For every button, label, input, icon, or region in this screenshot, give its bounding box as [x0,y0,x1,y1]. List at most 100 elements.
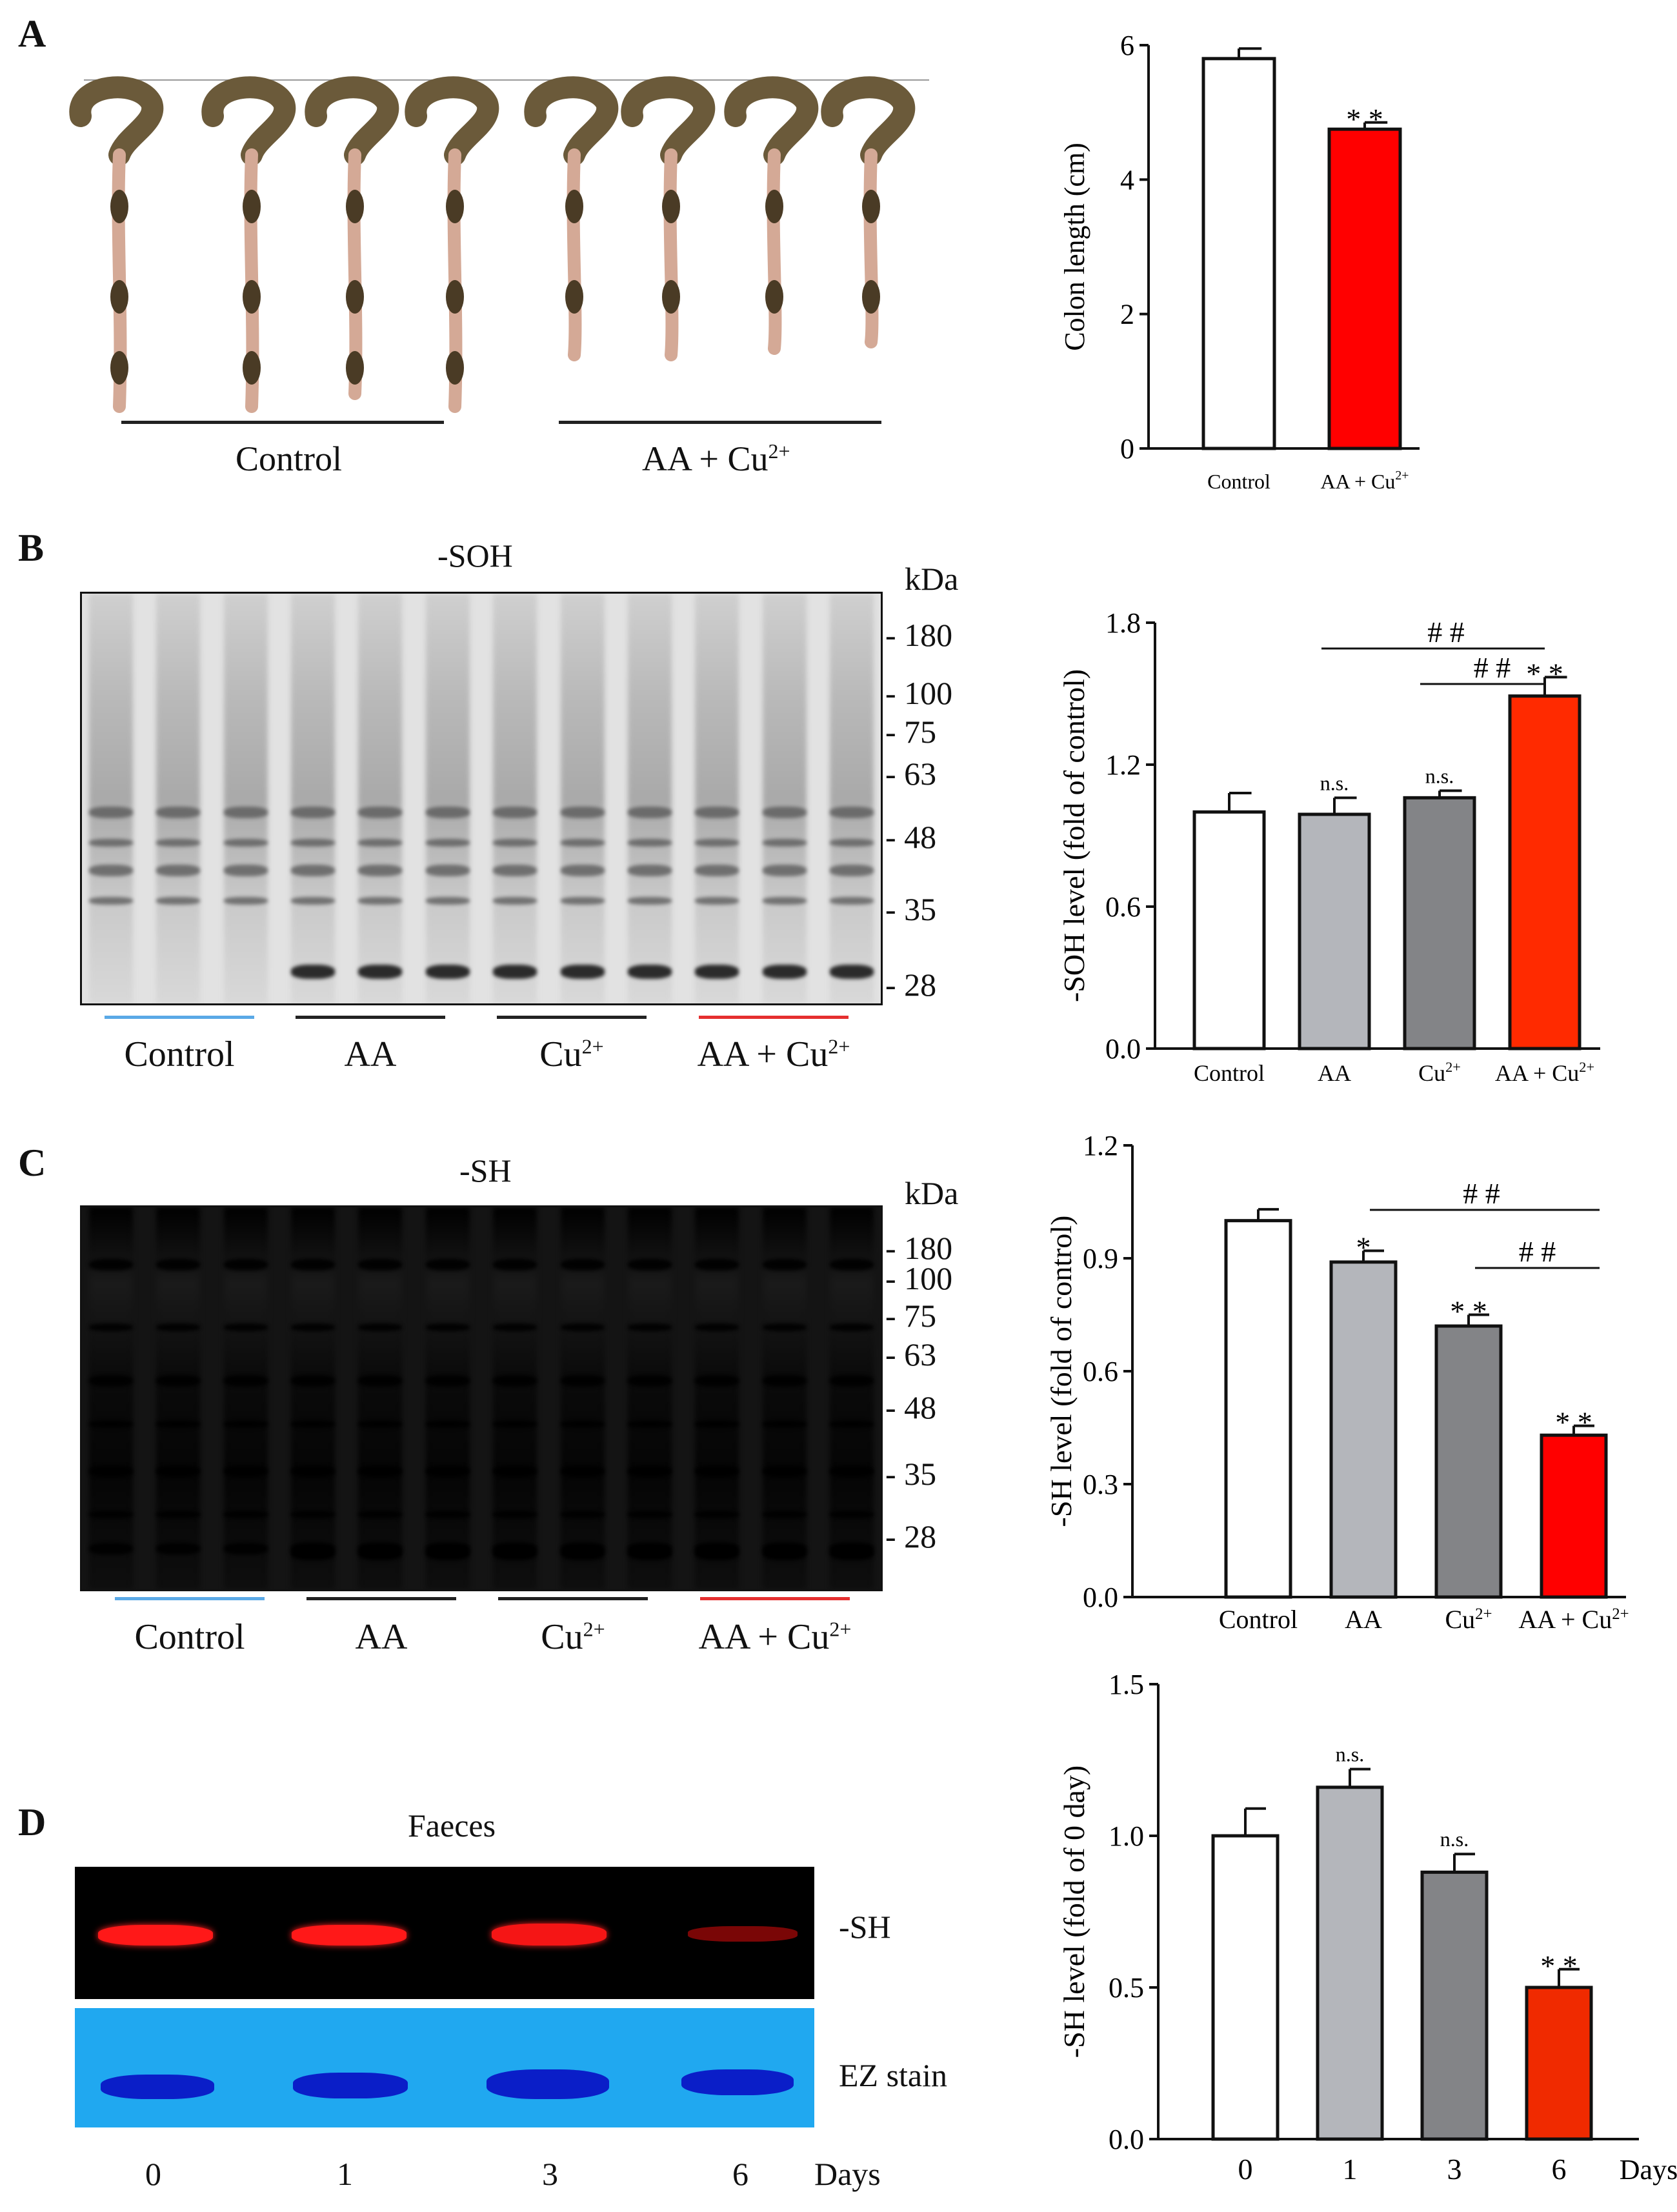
panel-letter-a: A [18,12,46,55]
blot-band [358,1375,403,1387]
blot-band [830,1546,874,1560]
blot-band [358,865,403,876]
y-tick-label: 0.0 [1083,1582,1118,1613]
blot-lane [627,594,672,1003]
y-tick-label: 0.5 [1109,1972,1144,2004]
significance-label: * [1356,1231,1371,1263]
row-label-ez-stain: EZ stain [839,2057,948,2093]
y-tick-label: 1.5 [1109,1669,1144,1700]
bar [1508,694,1582,1051]
y-axis-label: -SH level (fold of control) [1045,1216,1078,1527]
blot-band [493,839,537,847]
x-tick-label: AA [1318,1060,1351,1086]
blot-band [830,807,874,818]
day-label: 1 [337,2156,353,2192]
colon-body [767,148,782,355]
kda-marker: - 100 [885,1260,953,1296]
kda-marker: - 180 [885,1230,953,1266]
significance-label: n.s. [1425,764,1454,787]
bar [1224,1219,1292,1599]
group-underline [105,1016,254,1019]
significance-label: * * [1346,103,1383,136]
blot-band [762,1420,807,1428]
group-underline [699,1016,849,1019]
blot-band [358,1259,403,1271]
x-tick-label: 0 [1238,2153,1253,2186]
blot-lane [291,1207,336,1589]
blot-lane [493,1207,537,1589]
blot-band [695,839,739,847]
y-tick-label: 1.2 [1083,1130,1118,1161]
blot-band [89,1420,133,1428]
gel-band [688,1926,798,1942]
blot-band [89,1465,133,1477]
blot-band [627,897,672,905]
blot-band [695,965,739,979]
blot-band [425,865,470,876]
blot-band [223,1259,268,1271]
blot-band [156,839,201,847]
faecal-pellet [662,190,680,223]
blot-band [830,965,874,979]
faecal-pellet [110,280,128,314]
group-label-aa-cu: AA + Cu2+ [642,439,790,478]
faecal-pellet [243,280,261,314]
blot-band [762,839,807,847]
blot-band [627,1375,672,1387]
faecal-pellet [565,280,583,314]
bar [1403,796,1476,1051]
blot-lane [89,1207,133,1589]
blot-title-soh: -SOH [437,538,513,574]
kda-marker: - 35 [885,891,937,927]
blot-band [493,1511,537,1518]
kda-marker: - 48 [885,1389,937,1425]
group-underline [115,1597,265,1600]
y-tick-label: 6 [1120,30,1134,61]
blot-band [425,839,470,847]
x-tick-label: Control [1207,470,1270,493]
group-label-control: Control [236,439,343,478]
faecal-pellet [346,190,364,223]
blot-band [695,897,739,905]
row-label-sh: -SH [839,1909,891,1945]
kda-marker: - 35 [885,1456,937,1492]
gel-band [492,1924,607,1946]
blot-band [695,1420,739,1428]
blot-lane [830,594,874,1003]
kda-title: kDa [905,1175,959,1211]
blot-lane [156,1207,201,1589]
blot-band [762,1323,807,1331]
blot-band [223,1511,268,1518]
blot-band [627,1259,672,1271]
bar [1211,1834,1280,2141]
blot-band [762,807,807,818]
blot-band [493,1259,537,1271]
significance-label: n.s. [1320,771,1349,794]
blot-band [425,965,470,979]
blot-band [560,965,605,979]
x-tick-label: 1 [1343,2153,1358,2186]
bar [1540,1433,1608,1599]
group-underline [306,1597,456,1600]
blot-band [291,1420,336,1428]
blot-band [89,1375,133,1387]
blot-band [695,1465,739,1477]
bar [1316,1785,1384,2141]
blot-band [493,897,537,905]
blot-lane [358,1207,403,1589]
blot-band [627,965,672,979]
blot-band [762,1511,807,1518]
blot-band [156,1420,201,1428]
blot-lane [425,594,470,1003]
blot-band [425,1259,470,1271]
kda-marker: - 180 [885,617,953,653]
blot-lane [425,1207,470,1589]
faecal-pellet [446,280,464,314]
y-tick-label: 0.0 [1109,2124,1144,2155]
faecal-pellet [243,351,261,385]
aa-cu-group-line [559,421,881,424]
kda-marker: - 75 [885,714,937,750]
blot-band [493,1375,537,1387]
kda-marker: - 75 [885,1298,937,1334]
bracket-label: # # [1463,1177,1500,1210]
